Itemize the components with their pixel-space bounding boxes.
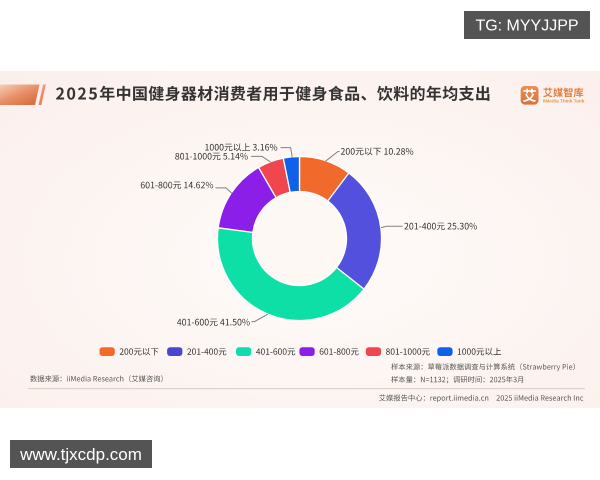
- svg-text:www.tjxcdp.com: www.tjxcdp.com: [19, 445, 142, 464]
- svg-text:TG: MYYJJPP: TG: MYYJJPP: [475, 18, 578, 35]
- svg-text:iiMedia Think Tank: iiMedia Think Tank: [543, 99, 585, 104]
